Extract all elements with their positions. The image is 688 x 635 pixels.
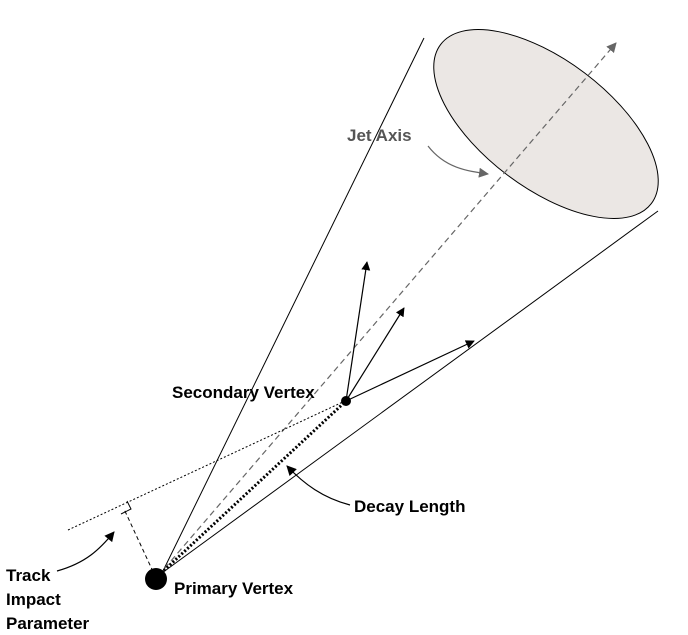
jet-axis-line — [157, 42, 617, 577]
primary-vertex-label: Primary Vertex — [174, 579, 294, 598]
decay-track-1 — [345, 261, 371, 402]
impact-parameter-callout-curve — [56, 531, 115, 572]
impact-parameter-segment — [123, 508, 157, 579]
track-impact-parameter-label-line-1: Track — [6, 566, 51, 585]
jet-cone — [161, 29, 659, 574]
decay-length-line — [156, 399, 348, 578]
right-angle-marker — [120, 500, 132, 515]
secondary-vertex-label: Secondary Vertex — [172, 383, 315, 402]
track-extrapolation-line — [67, 400, 346, 531]
cone-base-ellipse — [433, 29, 659, 219]
secondary-vertex-dot — [341, 396, 351, 406]
track-impact-parameter-label-line-3: Parameter — [6, 614, 90, 633]
decay-track-3 — [345, 340, 475, 402]
jet-axis-label: Jet Axis — [347, 126, 412, 145]
track-impact-parameter-label-line-2: Impact — [6, 590, 61, 609]
cone-edge-lower — [161, 210, 659, 574]
decay-track-2 — [345, 307, 405, 402]
decay-length-label: Decay Length — [354, 497, 465, 516]
cone-edge-upper — [161, 37, 425, 574]
decay-length-callout-curve — [286, 465, 351, 506]
jet-axis-callout-curve — [427, 145, 489, 178]
primary-vertex-dot — [145, 568, 167, 590]
